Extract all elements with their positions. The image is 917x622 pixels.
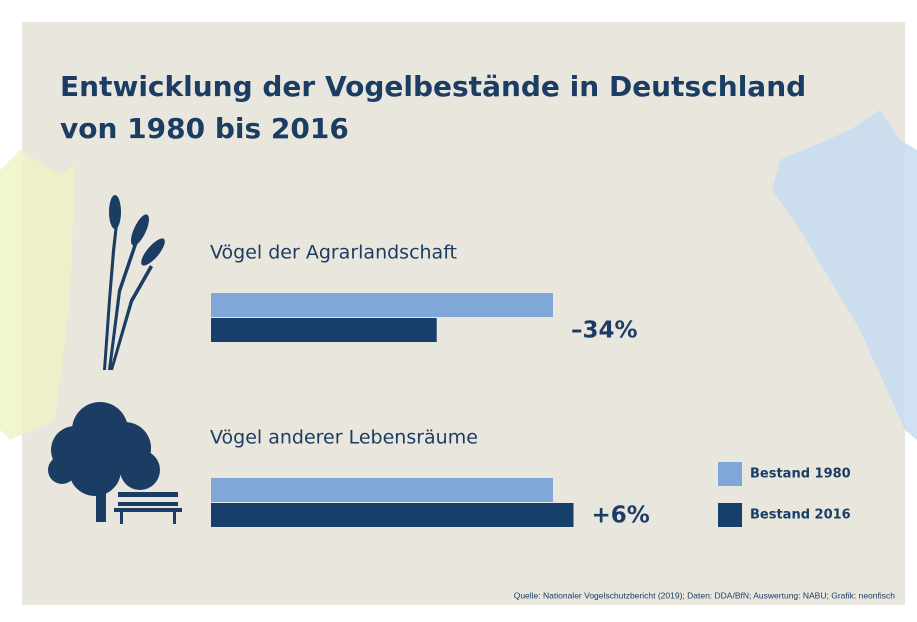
bar [211, 318, 437, 342]
legend-swatch [718, 462, 742, 486]
category-label: Vögel der Agrarlandschaft [210, 242, 457, 264]
chart: Entwicklung der Vogelbestände in Deutsch… [0, 0, 917, 622]
source-note: Quelle: Nationaler Vogelschutzbericht (2… [514, 590, 896, 600]
legend-label: Bestand 1980 [750, 467, 851, 482]
change-label: +6% [592, 503, 650, 529]
bar [211, 478, 553, 502]
bar [211, 503, 574, 527]
legend-label: Bestand 2016 [750, 508, 851, 523]
change-label: –34% [571, 318, 638, 344]
legend-swatch [718, 503, 742, 527]
chart-title: Entwicklung der Vogelbestände in Deutsch… [60, 70, 806, 103]
category-label: Vögel anderer Lebensräume [210, 427, 478, 449]
chart-title: von 1980 bis 2016 [60, 112, 349, 145]
page: {"chart_data": { "type": "bar", "orienta… [0, 0, 917, 622]
bar [211, 293, 553, 317]
